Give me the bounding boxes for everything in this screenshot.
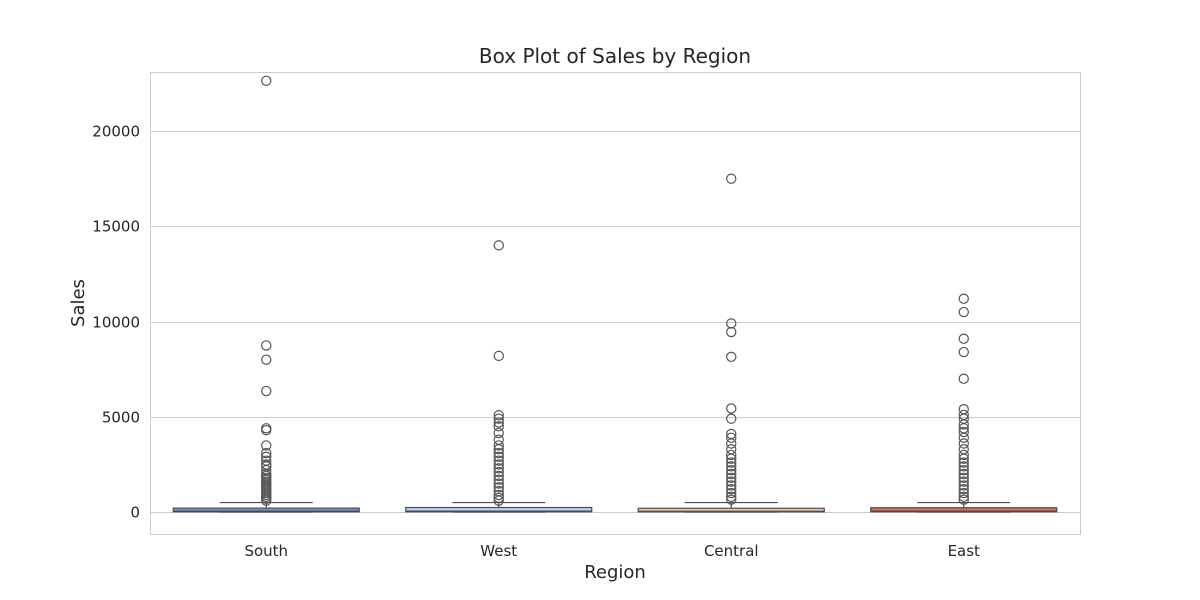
box-group-west [405, 240, 593, 513]
outlier-point [726, 491, 737, 503]
y-tick-label: 15000 [92, 218, 140, 236]
outlier-point [958, 487, 969, 499]
outlier-point [726, 468, 737, 480]
x-tick-label: East [948, 542, 980, 560]
outlier-point [493, 447, 504, 459]
outlier-point [726, 472, 737, 483]
outlier-point [493, 495, 504, 506]
outlier-point [958, 484, 969, 495]
outlier-point [958, 461, 969, 472]
plot-frame [150, 72, 1081, 535]
outlier-point [493, 427, 504, 439]
outlier-point [493, 417, 504, 428]
outlier-point [726, 449, 737, 461]
outlier-point [493, 474, 504, 485]
outlier-point [493, 240, 504, 251]
outlier-point [261, 440, 272, 451]
box-group-central [637, 173, 825, 513]
box-group-east [870, 293, 1058, 513]
outlier-point [958, 468, 969, 480]
outlier-point [726, 413, 737, 424]
outlier-point [958, 472, 969, 483]
outlier-point [726, 494, 737, 505]
y-tick-label: 5000 [102, 409, 140, 427]
outlier-point [726, 318, 737, 329]
outlier-point [493, 478, 504, 489]
outlier-point [261, 75, 272, 87]
outlier-point [726, 173, 737, 184]
outlier-point [726, 351, 737, 363]
outlier-point [958, 476, 969, 487]
outlier-point [493, 444, 504, 455]
outlier-point [261, 340, 272, 351]
outlier-point [493, 463, 504, 474]
outlier-point [493, 440, 504, 451]
outlier-point [958, 346, 969, 358]
outlier-point [493, 489, 504, 501]
boxes-group [172, 75, 1058, 513]
outlier-point [261, 385, 272, 397]
x-axis-title: Region [584, 562, 646, 583]
outlier-point [726, 461, 737, 472]
iqr-box [405, 506, 593, 513]
outlier-point [958, 333, 969, 344]
outlier-point [958, 373, 969, 384]
x-tick-label: West [480, 542, 517, 560]
outlier-point [493, 482, 504, 493]
y-axis-title: Sales [68, 279, 89, 327]
outlier-point [493, 459, 504, 470]
outlier-point [958, 426, 969, 438]
outlier-point [958, 494, 969, 505]
outlier-point [958, 432, 969, 443]
outlier-point [493, 421, 504, 432]
x-tick-label: South [244, 542, 288, 560]
outlier-point [261, 495, 272, 506]
outlier-point [726, 480, 737, 491]
outlier-point [958, 491, 969, 503]
outlier-point [493, 492, 504, 504]
outlier-point [493, 455, 504, 466]
outlier-point [493, 410, 504, 421]
outlier-point [958, 419, 969, 430]
outlier-point [958, 457, 969, 468]
outlier-point [726, 487, 737, 499]
y-tick-label: 20000 [92, 123, 140, 141]
plot-background [150, 72, 1080, 534]
outlier-point [261, 354, 272, 365]
outlier-point [958, 306, 969, 318]
outlier-point [958, 464, 969, 476]
outlier-point [726, 484, 737, 495]
chart-title: Box Plot of Sales by Region [479, 44, 751, 68]
outlier-point [726, 326, 737, 338]
outlier-point [958, 480, 969, 491]
outlier-point [958, 449, 969, 461]
outlier-point [493, 451, 504, 463]
outlier-point [726, 457, 737, 468]
x-tick-label: Central [704, 542, 759, 560]
outlier-point [726, 403, 737, 414]
iqr-box [870, 507, 1058, 513]
outlier-point [726, 464, 737, 476]
outlier-point [493, 466, 504, 478]
outlier-point [726, 438, 737, 449]
outlier-point [493, 413, 504, 424]
y-tick-label: 0 [130, 504, 140, 522]
outlier-point [958, 453, 969, 464]
outlier-point [261, 424, 272, 436]
outlier-point [726, 476, 737, 487]
y-tick-label: 10000 [92, 314, 140, 332]
outlier-point [493, 350, 504, 362]
y-tick-labels: 0 5000 10000 15000 20000 [92, 123, 140, 522]
outlier-point [261, 447, 272, 459]
iqr-box [172, 507, 360, 513]
outlier-point [958, 293, 969, 304]
outlier-point [726, 432, 737, 443]
x-tick-labels: South West Central East [244, 542, 980, 560]
box-group-south [172, 75, 360, 513]
outlier-point [726, 453, 737, 464]
outlier-point [958, 438, 969, 449]
outlier-point [493, 470, 504, 482]
